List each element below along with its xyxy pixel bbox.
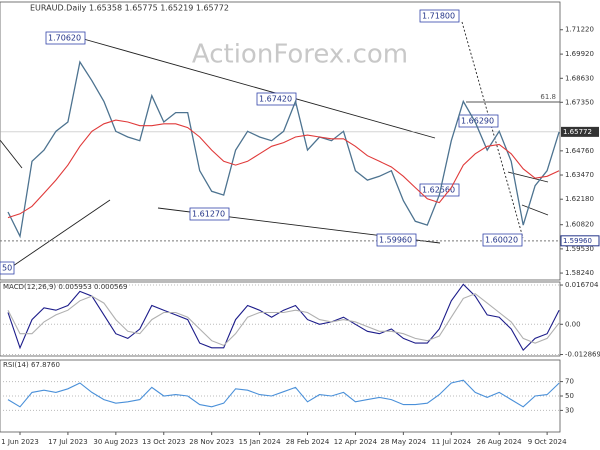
y-tick-label: 1.59530: [565, 245, 594, 253]
annotation: 1.66290: [461, 117, 494, 126]
y-tick-label: 1.64760: [565, 147, 594, 155]
y-tick-label: 1.71220: [565, 26, 594, 34]
support-label: 1.59960: [563, 237, 592, 245]
trendline: [9, 199, 111, 269]
y-tick-label: 1.58240: [565, 269, 594, 277]
series-line: [7, 60, 560, 239]
series-line: [7, 283, 560, 351]
annotation: 1.62560: [422, 186, 455, 195]
x-tick-label: 11 Jul 2024: [431, 438, 471, 446]
annotation-box: [256, 92, 297, 106]
x-tick-label: 1 Jun 2023: [1, 438, 39, 446]
x-tick-label: 13 Oct 2023: [142, 438, 185, 446]
annotation-box: [482, 233, 523, 247]
annotation: 1.61270: [192, 210, 225, 219]
annotation-box: [419, 9, 460, 23]
x-tick-label: 12 Apr 2024: [334, 438, 378, 446]
annotation-box: [189, 207, 230, 221]
chart-title: EURAUD.Daily 1.65358 1.65775 1.65219 1.6…: [30, 4, 229, 13]
series-line: [7, 119, 560, 219]
trendline: [79, 37, 436, 139]
x-tick-label: 30 Aug 2023: [93, 438, 138, 446]
y-tick-label: 1.60820: [565, 221, 594, 229]
y-tick-label: 50: [565, 392, 574, 400]
y-tick-label: 1.67350: [565, 98, 594, 106]
x-tick-label: 28 May 2024: [381, 438, 427, 446]
annotation-box: [458, 114, 499, 128]
trendline: [521, 204, 549, 216]
panel-title: RSI(14) 67.8760: [3, 361, 60, 369]
series-line: [7, 293, 560, 347]
x-tick-label: 17 Jul 2023: [48, 438, 88, 446]
support-box: [560, 235, 600, 247]
x-tick-label: 28 Feb 2024: [286, 438, 330, 446]
annotation: 1.59960: [379, 236, 412, 245]
panel-frame: [0, 281, 561, 357]
trendline: [461, 21, 524, 239]
y-tick-label: 1.69920: [565, 50, 594, 58]
trendline: [0, 139, 23, 169]
last-price-box: [561, 126, 599, 137]
annotation-box: [45, 31, 86, 45]
annotation: 1.67420: [259, 95, 292, 104]
annotation-box: [376, 233, 417, 247]
annotation: 50: [2, 264, 12, 273]
y-tick-label: 1.68630: [565, 74, 594, 82]
panel-frame: [0, 1, 561, 281]
watermark: ActionForex.com: [192, 40, 408, 70]
y-tick-label: 0.016704: [565, 281, 599, 289]
x-tick-label: 9 Oct 2024: [528, 438, 567, 446]
annotation: 1.70620: [48, 34, 81, 43]
annotation-box: [0, 261, 15, 275]
panel-title: MACD(12,26,9) 0.005953 0.000569: [3, 283, 127, 291]
y-tick-label: -0.012869: [565, 351, 600, 359]
annotation: 1.60020: [485, 236, 518, 245]
x-tick-label: 28 Nov 2023: [189, 438, 234, 446]
series-line: [7, 379, 560, 408]
annotation: 1.71800: [422, 12, 455, 21]
trendline: [507, 171, 549, 183]
y-tick-label: 0.00: [565, 320, 581, 328]
x-tick-label: 15 Jan 2024: [239, 438, 282, 446]
y-tick-label: 1.62180: [565, 195, 594, 203]
y-tick-label: 1.63470: [565, 171, 594, 179]
last-price-label: 1.65772: [563, 128, 592, 136]
y-tick-label: 30: [565, 406, 574, 414]
level-label: 61.8: [540, 93, 556, 101]
y-tick-label: 70: [565, 378, 574, 386]
x-tick-label: 26 Aug 2024: [477, 438, 522, 446]
